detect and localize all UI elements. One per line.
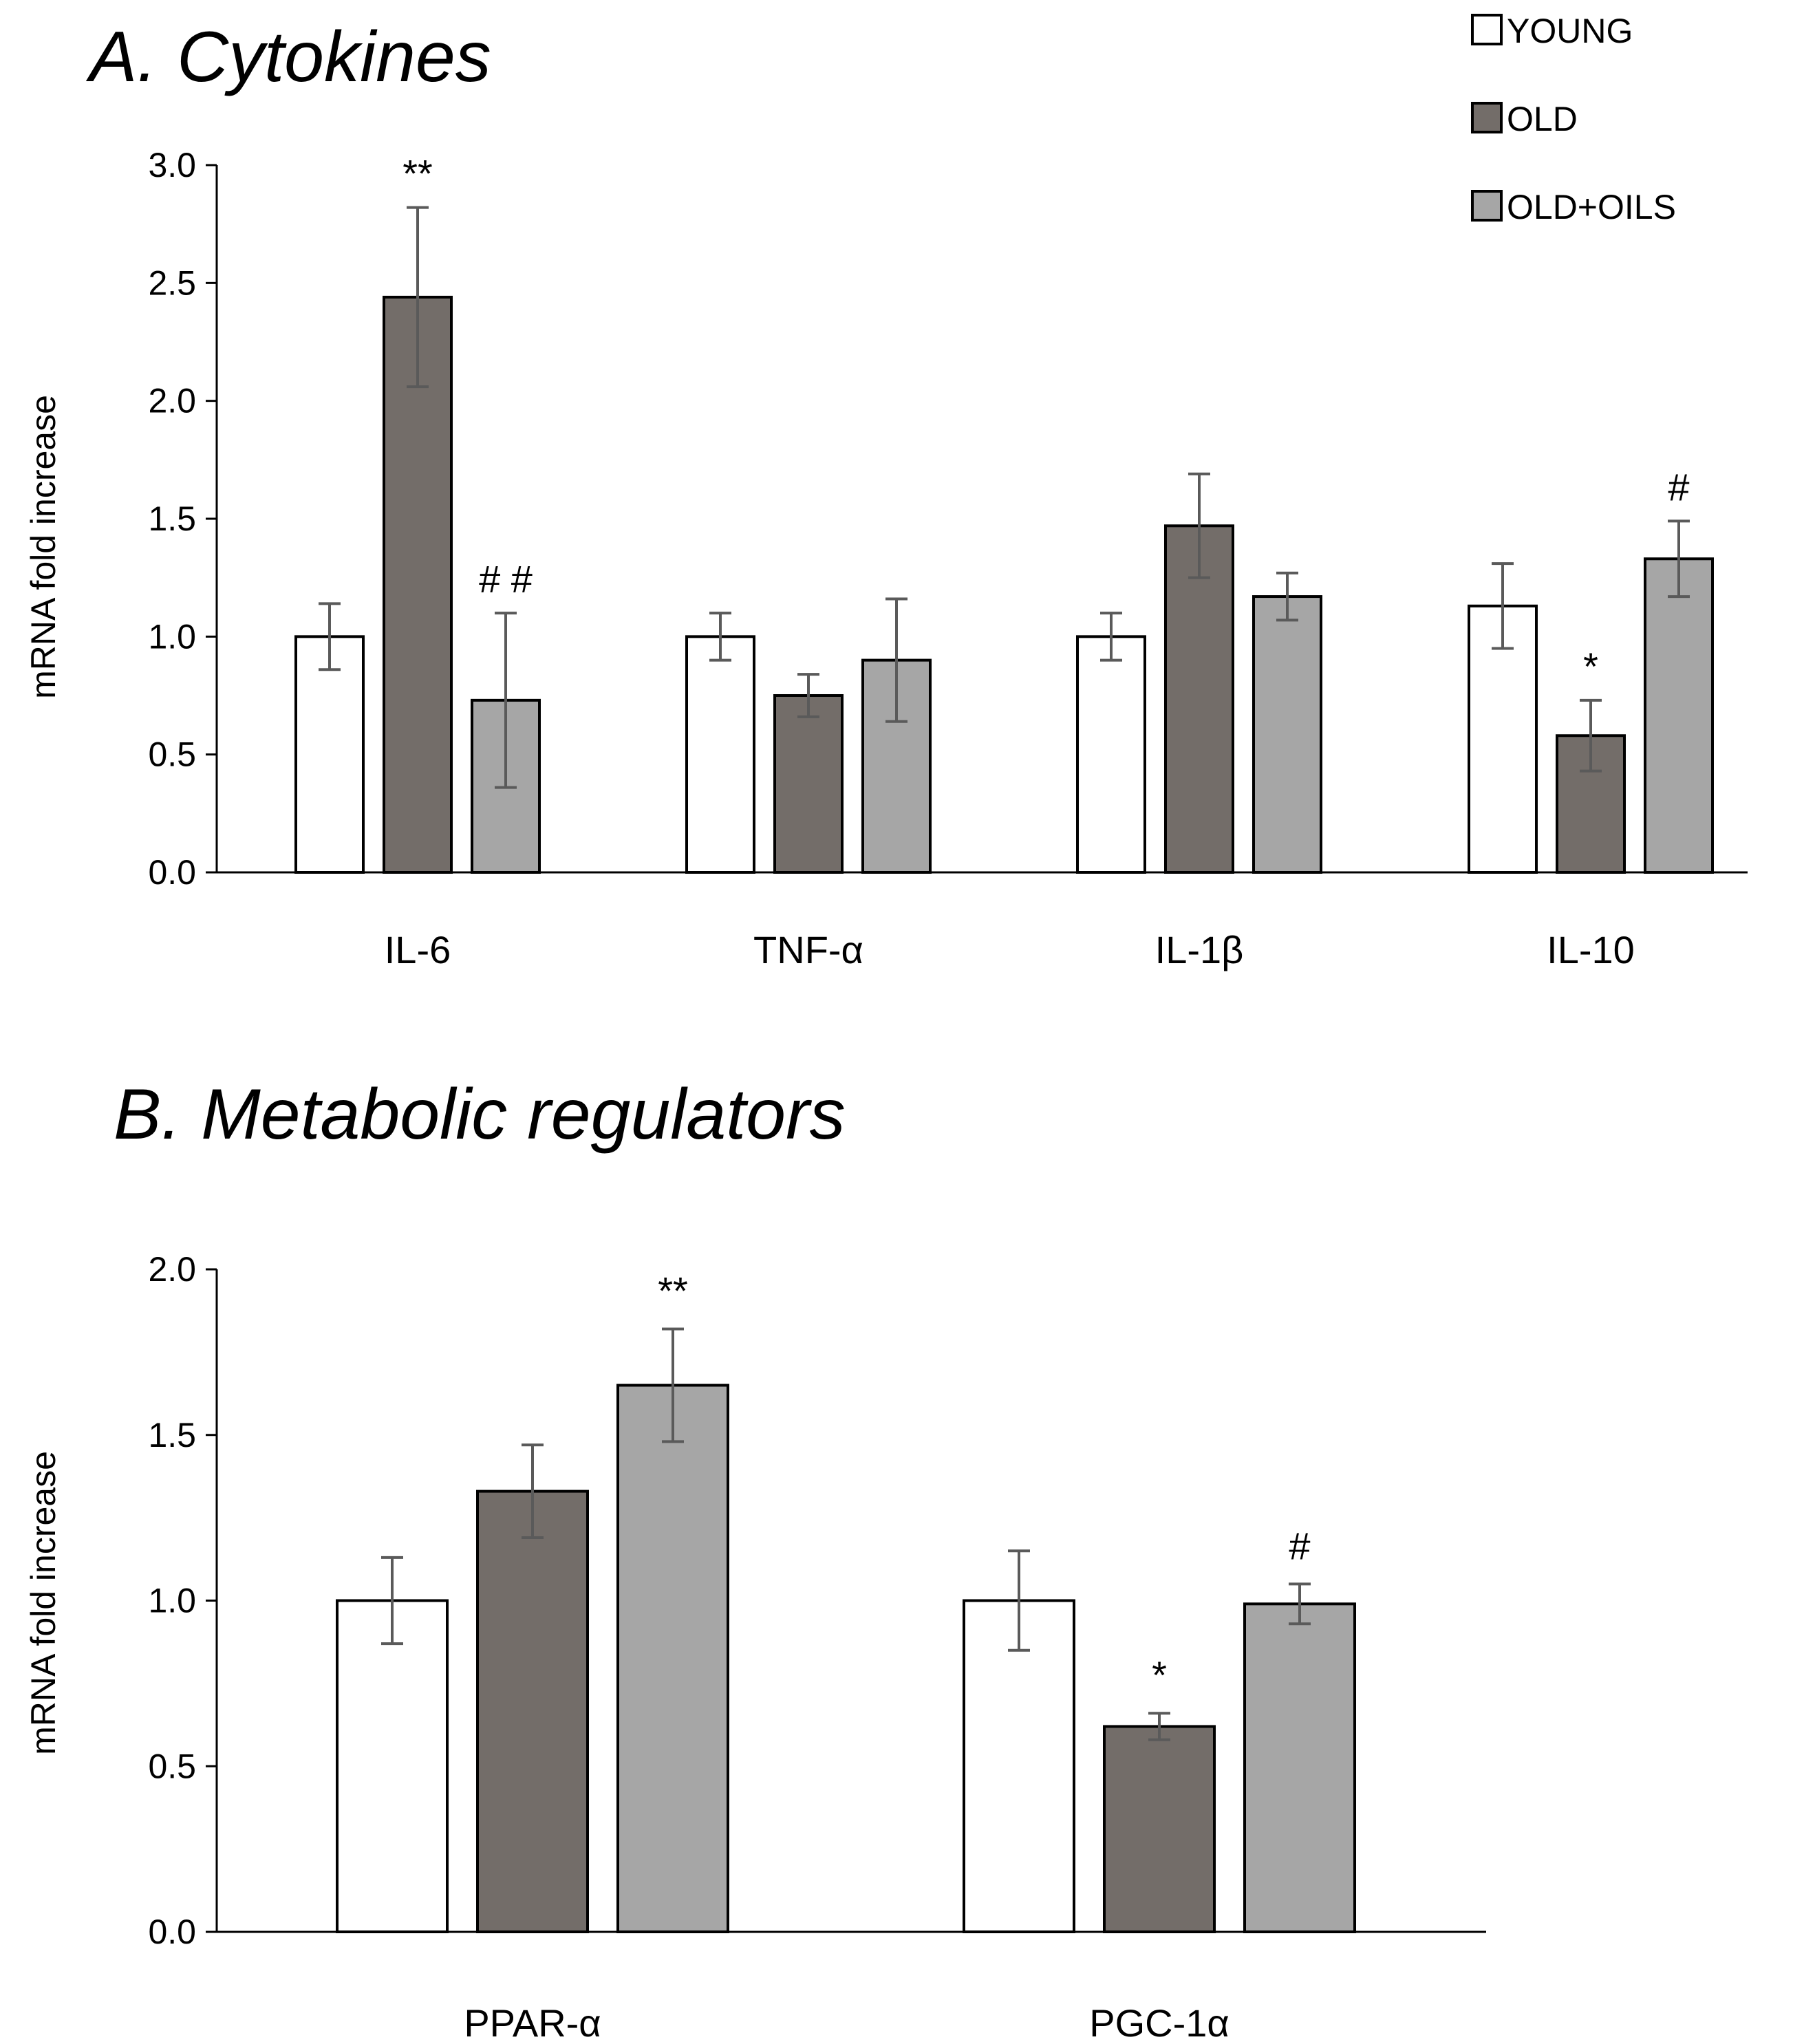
b-y-tick-label: 0.0 [148, 1913, 196, 1951]
a-category-label-il-1: IL-1β [1155, 928, 1244, 971]
a-y-tick-label: 2.0 [148, 382, 196, 420]
panel-a-y-axis-title: mRNA fold increase [24, 395, 63, 699]
a-category-label-il-6: IL-6 [385, 928, 451, 971]
b-y-tick-label: 2.0 [148, 1250, 196, 1289]
legend-label-old-oils: OLD+OILS [1507, 188, 1676, 226]
a-y-tick-label: 3.0 [148, 146, 196, 184]
a-y-tick-label: 0.5 [148, 735, 196, 774]
a-y-tick-label: 1.5 [148, 499, 196, 538]
panel-a-title: A. Cytokines [85, 17, 491, 97]
a-significance-marker: # [1668, 465, 1689, 508]
a-y-tick-label: 0.0 [148, 853, 196, 892]
b-y-tick-label: 0.5 [148, 1747, 196, 1785]
legend-item-old: OLD [1471, 100, 1578, 138]
a-bar-il-1-old-oils [1252, 595, 1322, 874]
legend-swatch-old [1471, 102, 1503, 133]
a-y-tick-label: 2.5 [148, 263, 196, 302]
b-category-label-pgc-1: PGC-1α [1089, 2001, 1229, 2044]
b-bar-pgc-1-old-oils [1243, 1602, 1356, 1933]
b-y-tick-label: 1.0 [148, 1582, 196, 1620]
b-significance-marker: ** [658, 1269, 688, 1313]
a-significance-marker: # # [479, 557, 533, 601]
legend-item-old-oils: OLD+OILS [1471, 188, 1676, 226]
b-bar-ppar-old-oils [616, 1384, 729, 1933]
metabolic-regulators-chart: B. Metabolic regulators mRNA fold increa… [24, 1075, 1486, 2044]
legend-item-young: YOUNG [1471, 12, 1633, 50]
legend-label-old: OLD [1507, 100, 1578, 138]
legend: YOUNG OLD OLD+OILS [1471, 12, 1676, 226]
panel-b-title: B. Metabolic regulators [114, 1075, 846, 1154]
a-bar-il-6-young [294, 635, 365, 874]
panel-b-y-axis-title: mRNA fold increase [24, 1451, 63, 1755]
a-bar-il-10-old-oils [1644, 557, 1714, 874]
a-bar-il-6-old [383, 295, 453, 874]
legend-label-young: YOUNG [1507, 12, 1633, 50]
b-y-tick-label: 1.5 [148, 1416, 196, 1454]
a-significance-marker: * [1583, 645, 1598, 688]
b-bar-pgc-1-old [1103, 1725, 1216, 1933]
a-y-tick-label: 1.0 [148, 617, 196, 656]
a-bar-il-1-young [1076, 635, 1146, 874]
a-bar-tnf-old [773, 694, 844, 874]
b-bar-ppar-old [476, 1489, 589, 1933]
b-category-label-ppar: PPAR-α [464, 2001, 601, 2044]
legend-swatch-old-oils [1471, 190, 1503, 222]
b-significance-marker: # [1289, 1524, 1310, 1567]
a-bar-tnf-young [685, 635, 755, 874]
a-category-label-il-10: IL-10 [1547, 928, 1635, 971]
legend-swatch-young [1471, 14, 1503, 45]
b-significance-marker: * [1152, 1653, 1167, 1697]
cytokines-chart: A. Cytokines mRNA fold increase 0.0 0.5 1.… [24, 17, 1748, 971]
a-significance-marker: ** [402, 152, 433, 195]
b-bar-pgc-1-young [963, 1599, 1075, 1933]
b-bar-ppar-young [336, 1599, 449, 1933]
a-category-label-tnf: TNF-α [753, 928, 863, 971]
